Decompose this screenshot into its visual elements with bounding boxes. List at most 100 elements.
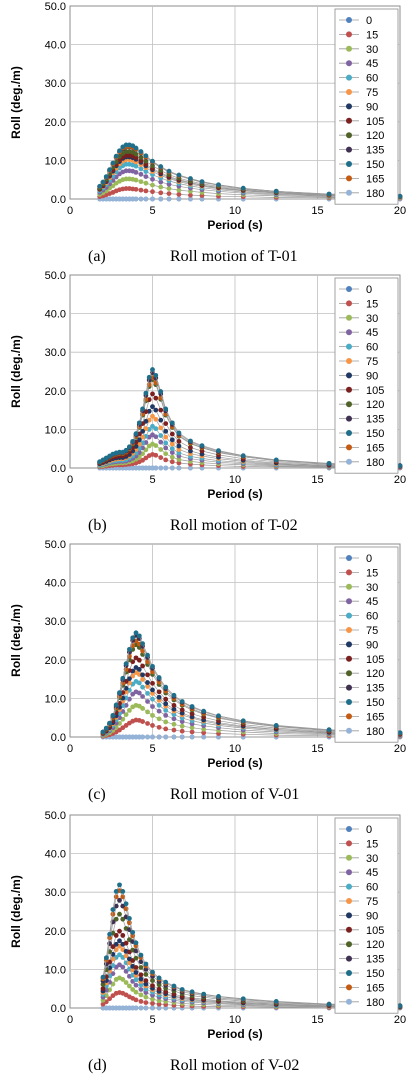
data-point xyxy=(145,709,150,715)
legend-marker xyxy=(346,358,352,364)
data-point xyxy=(156,708,162,714)
data-point xyxy=(158,417,164,423)
data-point xyxy=(143,169,149,174)
data-point xyxy=(150,663,155,669)
data-point xyxy=(113,702,119,708)
data-point xyxy=(150,158,155,164)
y-tick-label: 40.0 xyxy=(45,578,66,590)
data-point xyxy=(120,196,126,202)
data-point xyxy=(117,449,122,455)
data-point xyxy=(133,977,139,983)
data-point xyxy=(117,734,122,740)
data-point xyxy=(156,694,162,700)
data-point xyxy=(240,453,246,459)
legend-label: 135 xyxy=(366,954,384,966)
data-point xyxy=(150,996,155,1002)
y-tick-label: 50.0 xyxy=(45,1,66,13)
data-point xyxy=(143,426,149,432)
data-point xyxy=(143,153,149,159)
legend-marker xyxy=(346,117,352,124)
data-point xyxy=(107,1005,112,1011)
data-point xyxy=(133,155,139,161)
data-point xyxy=(133,630,139,636)
legend-marker xyxy=(346,415,352,422)
data-point xyxy=(199,196,205,202)
data-point xyxy=(163,465,169,471)
y-tick-label: 10.0 xyxy=(45,693,66,705)
data-point xyxy=(163,696,169,702)
data-point xyxy=(150,969,155,975)
x-tick-label: 0 xyxy=(67,1014,73,1026)
data-point xyxy=(113,153,119,159)
data-point xyxy=(117,1005,122,1011)
legend-marker xyxy=(346,89,352,95)
legend-label: 165 xyxy=(366,442,384,454)
data-point xyxy=(126,465,132,471)
data-point xyxy=(130,465,136,471)
data-point xyxy=(133,169,139,175)
data-point xyxy=(126,707,132,713)
data-point xyxy=(171,706,177,712)
data-point xyxy=(169,446,175,452)
data-point xyxy=(163,406,169,412)
data-point xyxy=(133,1005,139,1011)
data-point xyxy=(120,933,126,938)
y-tick-label: 0.0 xyxy=(51,1003,66,1015)
data-point xyxy=(189,725,195,731)
data-point xyxy=(163,440,169,446)
legend-marker xyxy=(346,898,352,904)
data-point xyxy=(138,1005,144,1011)
data-point xyxy=(326,460,332,466)
data-point xyxy=(107,931,112,937)
data-point xyxy=(188,176,193,181)
data-point xyxy=(176,450,182,456)
legend-marker xyxy=(346,840,352,847)
data-point xyxy=(166,168,172,174)
data-point xyxy=(107,996,112,1002)
data-point xyxy=(117,938,122,944)
legend-marker xyxy=(346,955,352,962)
legend-marker xyxy=(346,175,352,182)
caption-a-text: Roll motion of T-01 xyxy=(170,248,298,265)
data-point xyxy=(150,712,155,718)
data-point xyxy=(150,983,155,989)
legend-marker xyxy=(346,984,352,991)
data-point xyxy=(143,465,149,471)
data-point xyxy=(120,1005,126,1011)
data-point xyxy=(110,178,116,183)
data-point xyxy=(138,976,144,982)
data-point xyxy=(176,196,182,202)
x-tick-label: 10 xyxy=(229,205,241,217)
data-point xyxy=(397,193,403,199)
data-point xyxy=(188,196,193,202)
data-point xyxy=(145,652,150,658)
legend-marker xyxy=(346,941,352,948)
data-point xyxy=(150,1000,155,1006)
data-point xyxy=(103,174,109,180)
data-point xyxy=(130,673,136,679)
x-tick-label: 10 xyxy=(229,1014,241,1026)
series-150 xyxy=(97,367,403,469)
y-axis-label: Roll (deg./m) xyxy=(9,66,23,139)
legend-marker xyxy=(346,31,352,38)
data-point xyxy=(150,734,155,740)
data-point xyxy=(133,948,139,954)
data-point xyxy=(143,967,149,972)
data-point xyxy=(158,190,164,196)
data-point xyxy=(126,1005,132,1011)
data-point xyxy=(163,451,169,457)
legend-label: 105 xyxy=(366,654,384,666)
legend-label: 15 xyxy=(366,29,378,41)
data-point xyxy=(179,987,185,992)
y-tick-label: 50.0 xyxy=(45,810,66,822)
legend-marker xyxy=(346,627,352,633)
data-point xyxy=(201,726,207,732)
data-point xyxy=(140,684,146,690)
data-point xyxy=(216,734,221,740)
legend-label: 75 xyxy=(366,896,378,908)
data-point xyxy=(143,990,149,995)
data-point xyxy=(326,1001,332,1007)
data-point xyxy=(100,179,106,185)
data-point xyxy=(126,646,132,652)
legend-label: 75 xyxy=(366,625,378,637)
